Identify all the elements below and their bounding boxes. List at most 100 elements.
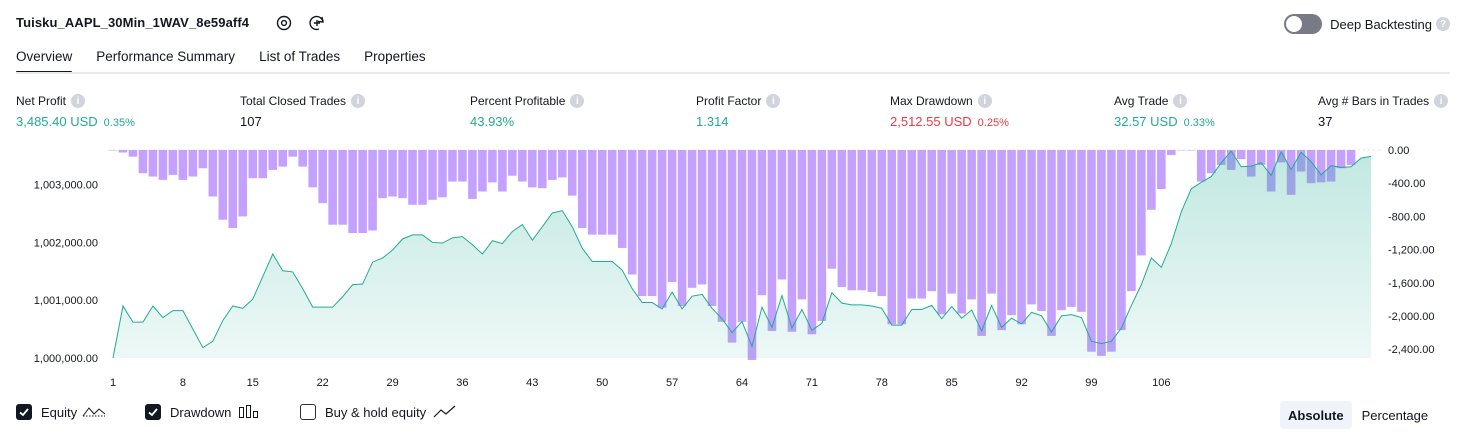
strategy-title: Tuisku_AAPL_30Min_1WAV_8e59aff4 [16,15,250,30]
drawdown-bar [328,150,337,225]
drawdown-bar [937,150,946,315]
drawdown-bar [1216,150,1226,165]
info-icon[interactable]: i [71,94,86,108]
drawdown-bar [837,150,847,287]
drawdown-bar [647,150,657,297]
drawdown-bar [1196,150,1206,182]
x-axis-label: 85 [946,377,958,389]
info-icon[interactable]: i [1173,94,1188,108]
legend-drawdown[interactable]: Drawdown [145,404,260,420]
settings-icon[interactable] [274,13,294,33]
equity-line [112,150,1372,359]
drawdown-bar [418,150,427,205]
drawdown-bar [1167,150,1176,155]
tab-overview[interactable]: Overview [16,49,73,74]
x-axis-label: 57 [666,377,678,389]
legend-buy-hold[interactable]: Buy & hold equity [300,404,457,420]
drawdown-bar [1147,150,1156,210]
drawdown-bar [358,150,367,233]
drawdown-bar [917,150,927,299]
drawdown-bar [557,150,567,178]
drawdown-bar [518,150,527,182]
drawdown-bar [468,150,477,199]
drawdown-bar [1047,150,1056,336]
drawdown-bar [118,150,128,153]
drawdown-bar [1097,150,1106,356]
drawdown-bar [897,150,907,325]
help-icon[interactable]: ? [1436,17,1450,31]
info-icon[interactable]: i [977,94,992,108]
drawdown-checkbox[interactable] [145,404,161,420]
drawdown-bar [657,150,667,308]
x-axis-label: 43 [526,377,538,389]
drawdown-bar [967,150,976,300]
absolute-button[interactable]: Absolute [1280,401,1352,429]
drawdown-bar [368,150,377,231]
drawdown-bar [1007,150,1016,316]
tab-performance-summary[interactable]: Performance Summary [96,49,236,64]
stat-label: Net Profit [16,94,67,108]
stat-label: Percent Profitable [470,94,566,108]
drawdown-bar [128,150,138,157]
drawdown-bar [907,150,917,299]
drawdown-bar [927,150,936,292]
toggle-knob [1286,16,1303,32]
deep-backtesting-label: Deep Backtesting [1330,16,1432,32]
stat-percent-profitable: Percent Profitable i 43.93% [470,93,585,129]
drawdown-bar [717,150,727,322]
right-axis-label: -1,600.00 [1388,278,1434,290]
drawdown-bar [577,150,587,229]
drawdown-bar [1316,150,1326,183]
stat-max-drawdown: Max Drawdown i 2,512.55 USD 0.25% [890,93,1009,129]
stat-value: 2,512.55 USD [890,114,972,129]
drawdown-bar [348,150,357,233]
x-axis-label: 106 [1152,377,1170,389]
tab-list-of-trades[interactable]: List of Trades [259,49,341,64]
drawdown-bar [757,150,767,296]
stat-value: 37 [1318,114,1333,129]
drawdown-bar [438,150,447,198]
drawdown-bar [1017,150,1026,325]
drawdown-bar [1206,150,1216,174]
drawdown-bar [767,150,777,331]
drawdown-bar [278,150,288,167]
left-axis-label: 1,003,000.00 [34,180,98,192]
drawdown-bar [707,150,717,307]
legend-equity[interactable]: Equity [16,404,106,420]
drawdown-bar [228,150,238,229]
stat-value: 107 [240,114,262,129]
drawdown-bar [458,150,467,182]
x-axis-label: 22 [317,377,329,389]
stat-label: Max Drawdown [890,94,973,108]
info-icon[interactable]: i [570,94,585,108]
right-axis-label: -800.00 [1388,211,1425,223]
drawdown-bar [807,150,817,335]
deep-backtesting-toggle[interactable] [1284,14,1323,34]
buy-hold-checkbox[interactable] [300,404,316,420]
drawdown-bar [208,150,218,197]
info-icon[interactable]: i [1434,94,1449,108]
tab-properties[interactable]: Properties [364,49,426,64]
equity-drawdown-chart[interactable]: 1,000,000.00 1,001,000.00 1,002,000.00 1,00… [0,140,1466,392]
x-axis-label: 92 [1015,377,1027,389]
drawdown-bar [488,150,497,183]
refresh-add-icon[interactable] [307,13,327,33]
right-axis-label: -400.00 [1388,178,1425,190]
equity-checkbox[interactable] [16,404,32,420]
x-axis-label: 8 [180,377,186,389]
drawdown-bar [198,150,208,169]
drawdown-bar [1037,150,1046,312]
percentage-button[interactable]: Percentage [1361,407,1429,423]
drawdown-bar [258,150,268,179]
drawdown-bar [238,150,248,217]
x-axis-label: 15 [247,377,259,389]
info-icon[interactable]: i [766,94,781,108]
legend-label: Buy & hold equity [325,404,427,420]
legend-label: Drawdown [170,404,232,420]
drawdown-bar [428,150,437,200]
x-axis-label: 78 [876,377,888,389]
drawdown-bar [947,150,956,294]
right-axis-label: 0.00 [1388,145,1409,157]
drawdown-bar [1177,150,1186,151]
info-icon[interactable]: i [351,94,366,108]
